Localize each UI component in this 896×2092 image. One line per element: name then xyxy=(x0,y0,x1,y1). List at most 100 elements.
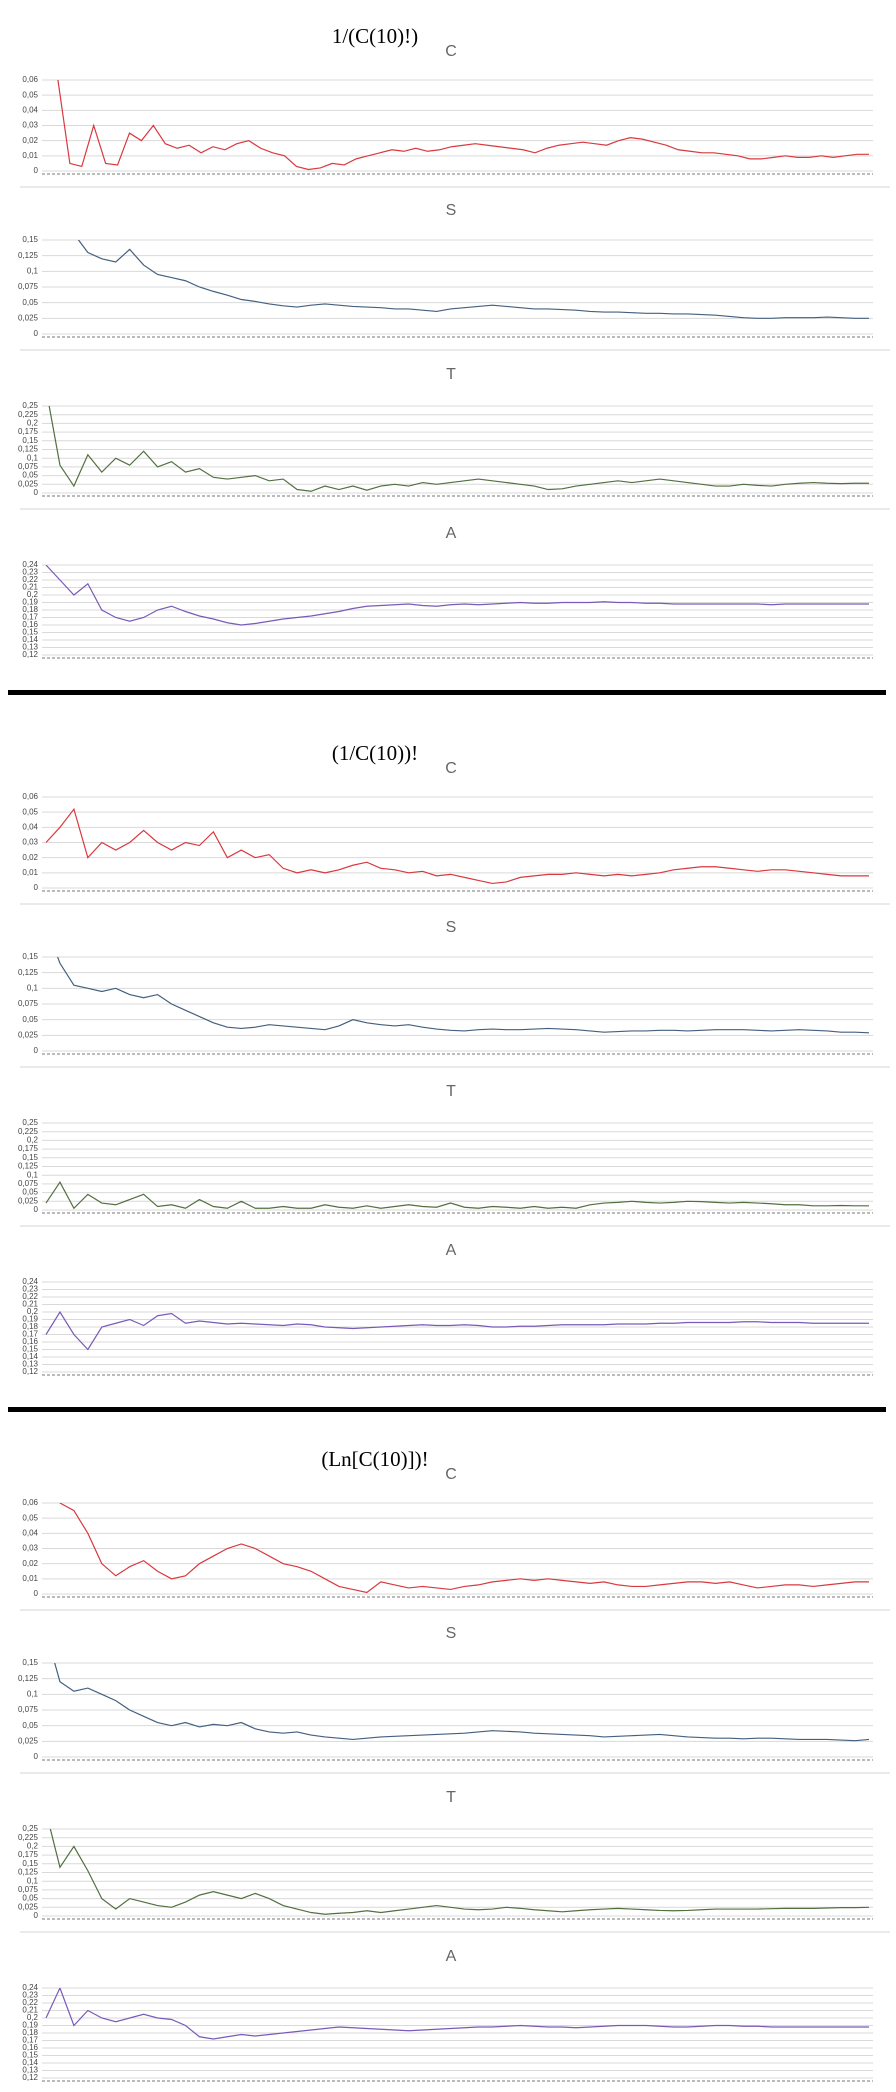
y-tick-label: 0 xyxy=(34,1205,39,1214)
y-tick-label: 0,06 xyxy=(22,1498,38,1507)
y-tick-label: 0,125 xyxy=(18,1674,39,1683)
y-tick-label: 0,21 xyxy=(22,583,38,592)
chart-title: C xyxy=(445,760,457,777)
y-tick-label: 0,06 xyxy=(22,792,38,801)
y-tick-label: 0,23 xyxy=(22,1285,38,1294)
y-tick-label: 0,15 xyxy=(22,436,38,445)
data-line xyxy=(59,1503,869,1594)
y-tick-label: 0,125 xyxy=(18,1162,39,1171)
data-line xyxy=(49,1829,870,1915)
y-tick-label: 0,17 xyxy=(22,1330,38,1339)
y-tick-label: 0 xyxy=(34,1046,39,1055)
y-tick-label: 0,15 xyxy=(22,1345,38,1354)
y-tick-label: 0,075 xyxy=(18,1705,39,1714)
y-tick-label: 0,05 xyxy=(22,471,38,480)
y-tick-label: 0,01 xyxy=(22,868,38,877)
y-tick-label: 0,075 xyxy=(18,1179,39,1188)
y-tick-label: 0,13 xyxy=(22,2066,38,2075)
y-tick-label: 0,1 xyxy=(27,1689,39,1698)
y-tick-label: 0,025 xyxy=(18,1030,39,1039)
y-tick-label: 0,23 xyxy=(22,568,38,577)
group-title: (Ln[C(10)])! xyxy=(321,1447,428,1471)
y-tick-label: 0,225 xyxy=(18,1833,39,1842)
data-line xyxy=(45,1988,869,2040)
y-tick-label: 0,14 xyxy=(22,1352,38,1361)
y-tick-label: 0,15 xyxy=(22,628,38,637)
y-tick-label: 0 xyxy=(34,329,39,338)
y-tick-label: 0,05 xyxy=(22,1513,38,1522)
y-tick-label: 0,075 xyxy=(18,999,39,1008)
y-tick-label: 0,025 xyxy=(18,479,39,488)
chart-title: S xyxy=(446,202,457,219)
chart-title: T xyxy=(446,1083,456,1100)
group-title: 1/(C(10)!) xyxy=(332,24,418,48)
y-tick-label: 0,175 xyxy=(18,1850,39,1859)
group-title: (1/C(10))! xyxy=(332,741,418,765)
y-tick-label: 0,225 xyxy=(18,1127,39,1136)
y-tick-label: 0,2 xyxy=(27,2013,39,2022)
y-tick-label: 0,17 xyxy=(22,2036,38,2045)
y-tick-label: 0,19 xyxy=(22,598,38,607)
y-tick-label: 0,18 xyxy=(22,1322,38,1331)
y-tick-label: 0,24 xyxy=(22,1277,38,1286)
y-tick-label: 0,19 xyxy=(22,1315,38,1324)
y-tick-label: 0,14 xyxy=(22,635,38,644)
y-tick-label: 0,12 xyxy=(22,2073,38,2082)
y-tick-label: 0,175 xyxy=(18,427,39,436)
y-tick-label: 0,01 xyxy=(22,1574,38,1583)
chart-title: S xyxy=(446,1625,457,1642)
y-tick-label: 0,15 xyxy=(22,2051,38,2060)
y-tick-label: 0,2 xyxy=(27,419,39,428)
y-tick-label: 0,1 xyxy=(27,983,39,992)
y-tick-label: 0,05 xyxy=(22,1188,38,1197)
data-line xyxy=(45,565,869,626)
data-line xyxy=(45,1180,869,1210)
chart-title: T xyxy=(446,366,456,383)
y-tick-label: 0,2 xyxy=(27,1307,39,1316)
y-tick-label: 0,24 xyxy=(22,1983,38,1992)
y-tick-label: 0,1 xyxy=(27,1170,39,1179)
chart-title: C xyxy=(445,1466,457,1483)
y-tick-label: 0 xyxy=(34,488,39,497)
y-tick-label: 0,22 xyxy=(22,1292,38,1301)
chart-title: A xyxy=(446,525,457,542)
y-tick-label: 0,12 xyxy=(22,1367,38,1376)
y-tick-label: 0,13 xyxy=(22,643,38,652)
y-tick-label: 0,17 xyxy=(22,613,38,622)
chart-title: A xyxy=(446,1242,457,1259)
y-tick-label: 0 xyxy=(34,883,39,892)
y-tick-label: 0,05 xyxy=(22,90,38,99)
y-tick-label: 0,075 xyxy=(18,462,39,471)
y-tick-label: 0,05 xyxy=(22,1721,38,1730)
chart-title: S xyxy=(446,919,457,936)
y-tick-label: 0,18 xyxy=(22,2028,38,2037)
y-tick-label: 0,18 xyxy=(22,605,38,614)
y-tick-label: 0,03 xyxy=(22,121,38,130)
y-tick-label: 0,025 xyxy=(18,1736,39,1745)
data-line xyxy=(48,406,869,492)
y-tick-label: 0,02 xyxy=(22,136,38,145)
y-tick-label: 0,02 xyxy=(22,1559,38,1568)
data-line xyxy=(57,80,869,171)
y-tick-label: 0,06 xyxy=(22,75,38,84)
y-tick-label: 0,125 xyxy=(18,445,39,454)
y-tick-label: 0,125 xyxy=(18,251,39,260)
y-tick-label: 0,05 xyxy=(22,1894,38,1903)
y-tick-label: 0,14 xyxy=(22,2058,38,2067)
data-line xyxy=(54,1663,870,1742)
y-tick-label: 0,01 xyxy=(22,151,38,160)
y-tick-label: 0,025 xyxy=(18,1902,39,1911)
y-tick-label: 0,04 xyxy=(22,105,38,114)
y-tick-label: 0,15 xyxy=(22,1658,38,1667)
y-tick-label: 0,125 xyxy=(18,968,39,977)
chart-title: C xyxy=(445,43,457,60)
y-tick-label: 0,04 xyxy=(22,1528,38,1537)
y-tick-label: 0,22 xyxy=(22,1998,38,2007)
y-tick-label: 0,12 xyxy=(22,650,38,659)
y-tick-label: 0,1 xyxy=(27,1876,39,1885)
y-tick-label: 0 xyxy=(34,1752,39,1761)
y-tick-label: 0,175 xyxy=(18,1144,39,1153)
section-divider xyxy=(8,690,886,695)
y-tick-label: 0,15 xyxy=(22,235,38,244)
y-tick-label: 0,075 xyxy=(18,1885,39,1894)
